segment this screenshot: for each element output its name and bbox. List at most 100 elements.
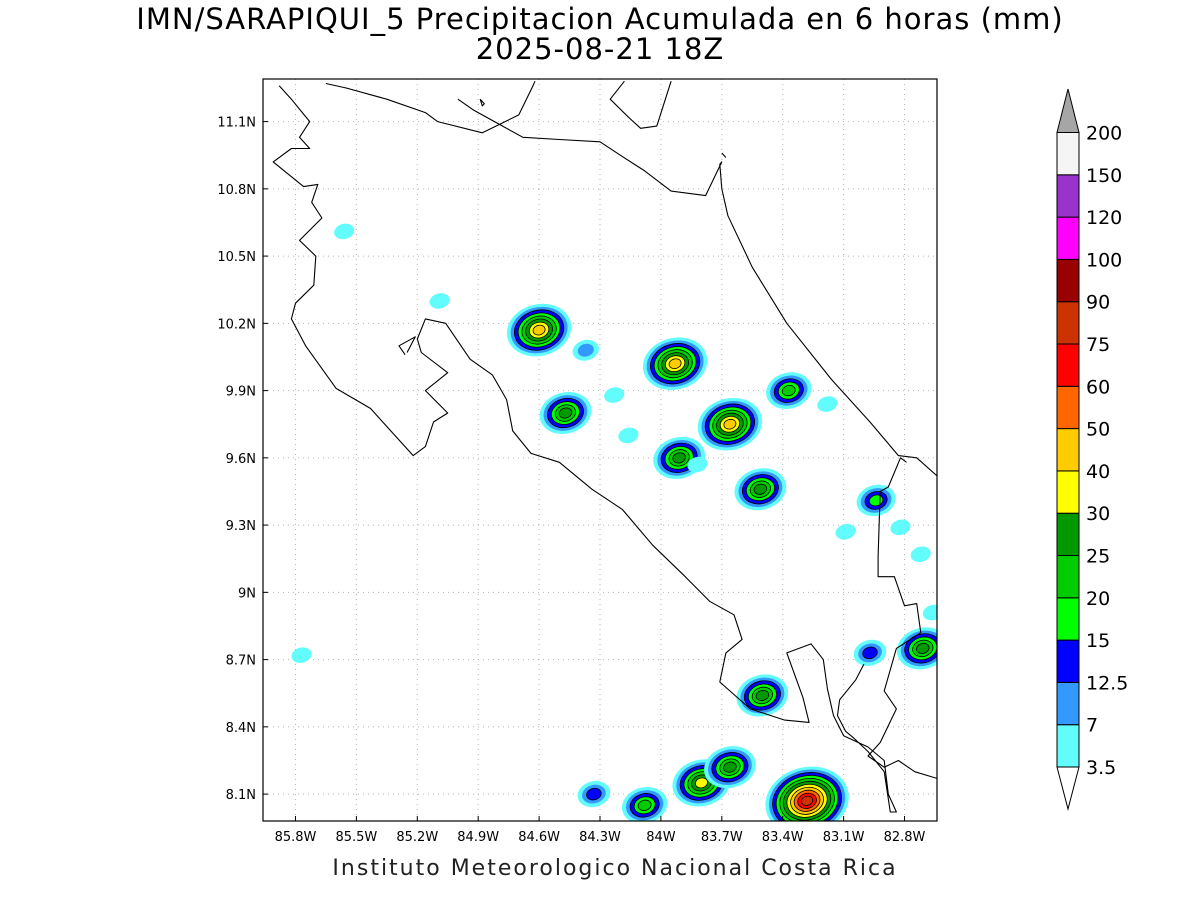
rain-contour [334, 223, 355, 240]
coastline [721, 152, 727, 158]
colorbar-label: 90 [1086, 292, 1110, 314]
coastline [398, 336, 416, 356]
rain-cell [853, 639, 887, 666]
coastline-layer [272, 80, 937, 813]
colorbar-swatch [1056, 174, 1080, 218]
rain-contour [781, 384, 796, 397]
rain-contour [817, 396, 838, 412]
rain-contour [723, 418, 737, 430]
y-tick-label: 8.1N [226, 788, 256, 803]
colorbar-swatch [1056, 512, 1080, 557]
rain-cell [572, 339, 600, 361]
rain-cell [736, 674, 789, 717]
rain-contour [800, 795, 814, 806]
rain-contour [532, 324, 546, 336]
rain-contour [291, 647, 312, 663]
rain-cell [765, 766, 849, 821]
colorbar: 3.5 7 12.5 15 20 25 30 40 50 60 75 90 100 120 150 200 [1056, 88, 1128, 811]
map-title: IMN/SARAPIQUI_5 Precipitacion Acumulada … [136, 2, 1064, 36]
x-tick-label: 84.3W [579, 830, 621, 845]
rain-contour [558, 407, 573, 419]
footer-credit: Instituto Meteorologico Nacional Costa R… [332, 856, 898, 881]
rain-cell [621, 786, 668, 821]
rain-contour [890, 519, 911, 536]
y-tick-label: 9N [238, 586, 256, 601]
rain-contour [835, 524, 856, 540]
rain-cell [642, 337, 708, 391]
coastline [325, 80, 536, 134]
y-tick-label: 10.5N [217, 250, 256, 265]
colorbar-label: 7 [1086, 715, 1098, 737]
colorbar-label: 15 [1086, 630, 1110, 652]
rain-cell [539, 391, 592, 435]
rain-cell [577, 781, 611, 808]
x-tick-label: 83.7W [701, 830, 743, 845]
rain-cell [506, 303, 572, 357]
rain-contour [429, 293, 450, 309]
colorbar-label: 12.5 [1086, 672, 1128, 694]
coastline [609, 80, 672, 129]
rain-cell [896, 627, 937, 670]
rain-contour [723, 761, 737, 773]
rain-cell [429, 293, 450, 309]
rain-contour [668, 358, 682, 369]
rain-contour [910, 546, 931, 563]
x-tick-label: 84.6W [518, 830, 560, 845]
rain-cell [734, 468, 787, 511]
colorbar-swatch [1056, 132, 1080, 176]
rain-cell [890, 519, 911, 536]
rain-contour [862, 646, 878, 660]
colorbar-swatch [1056, 639, 1080, 683]
precipitation-layer [291, 223, 937, 821]
rain-contour [637, 799, 652, 811]
rain-contour [618, 427, 639, 444]
colorbar-label: 40 [1086, 461, 1110, 483]
y-tick-label: 9.9N [226, 385, 256, 400]
rain-cell [910, 546, 931, 563]
colorbar-swatch [1056, 724, 1080, 768]
y-tick-label: 10.2N [217, 317, 256, 332]
x-tick-label: 85.5W [335, 830, 377, 845]
colorbar-label: 100 [1086, 249, 1122, 271]
rain-cell [704, 746, 756, 789]
x-tick-label: 83.4W [762, 830, 804, 845]
rain-cell [604, 387, 625, 403]
rain-cell [856, 484, 896, 517]
colorbar-label: 3.5 [1086, 757, 1116, 779]
colorbar-label: 75 [1086, 334, 1110, 356]
coastline [457, 98, 937, 477]
colorbar-under-triangle [1056, 766, 1080, 811]
y-tick-label: 8.4N [226, 721, 256, 736]
rain-contour [586, 787, 602, 801]
rain-cell [922, 604, 937, 621]
colorbar-over-triangle [1056, 88, 1080, 133]
colorbar-swatch [1056, 385, 1080, 430]
colorbar-swatch [1056, 428, 1080, 472]
rain-cell [697, 397, 763, 451]
rain-cell [291, 647, 312, 663]
axis-ticks: 85.8W 85.5W 85.2W 84.9W 84.6W 84.3W 84W 83.7W 83… [217, 116, 925, 845]
colorbar-swatch [1056, 258, 1080, 303]
colorbar-swatch [1056, 597, 1080, 641]
x-tick-label: 84W [646, 830, 676, 845]
y-tick-label: 8.7N [226, 654, 256, 669]
y-tick-label: 9.6N [226, 452, 256, 467]
x-tick-label: 85.8W [275, 830, 317, 845]
colorbar-label: 20 [1086, 588, 1110, 610]
map-subtitle: 2025-08-21 18Z [475, 32, 725, 66]
rain-contour [577, 343, 594, 357]
colorbar-label: 30 [1086, 503, 1110, 525]
rain-contour [922, 604, 937, 621]
x-tick-label: 82.8W [884, 830, 926, 845]
x-tick-label: 83.1W [823, 830, 865, 845]
y-tick-label: 10.8N [217, 183, 256, 198]
rain-cell [334, 223, 355, 240]
colorbar-swatch [1056, 555, 1080, 599]
colorbar-label: 50 [1086, 419, 1110, 441]
y-tick-label: 9.3N [226, 519, 256, 534]
colorbar-swatch [1056, 343, 1080, 387]
colorbar-label: 200 [1086, 123, 1122, 145]
coastline [272, 85, 897, 813]
rain-contour [694, 777, 709, 789]
